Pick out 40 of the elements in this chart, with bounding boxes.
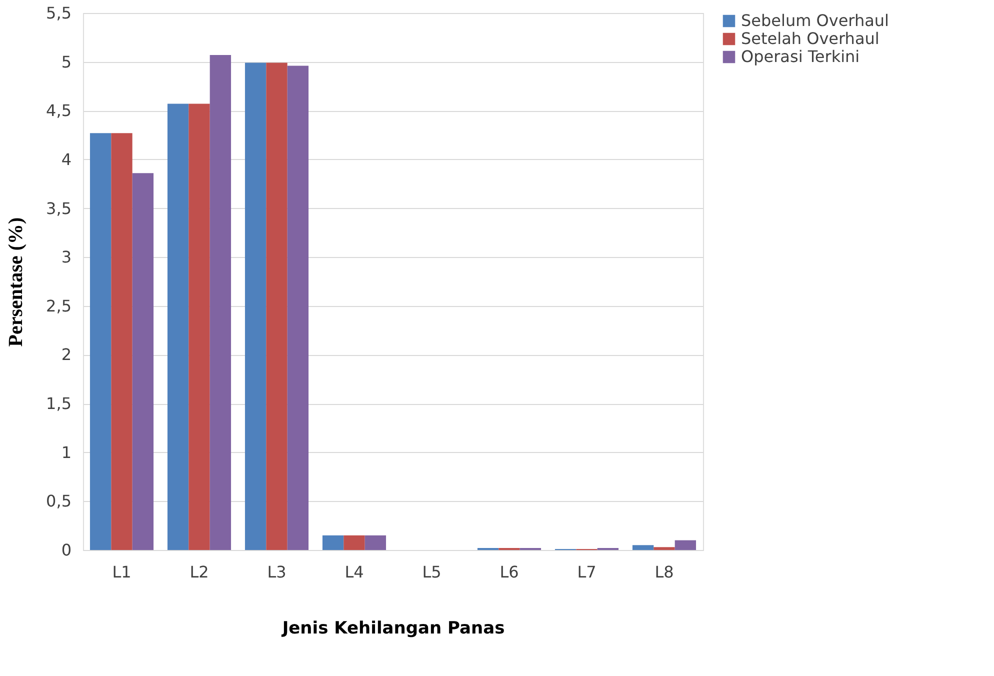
bar [244,62,266,550]
y-tick-label: 3 [61,248,72,267]
y-tick-label: 2,5 [46,296,72,316]
x-tick-label: L6 [500,562,519,582]
x-tick-label: L4 [344,562,364,582]
bar [364,535,386,550]
y-tick-label: 1,5 [46,394,72,414]
y-tick-label: 0 [61,540,72,560]
legend-label: Setelah Overhaul [741,29,880,48]
bar [654,547,675,550]
x-axis-title: Jenis Kehilangan Panas [281,618,505,638]
legend-label: Sebelum Overhaul [741,11,889,30]
bar [167,104,189,550]
bar [132,173,154,550]
x-tick-label: L5 [422,562,442,582]
y-tick-label: 5,5 [46,4,72,22]
bar [344,535,365,550]
y-tick-label: 4 [61,150,72,169]
bar [322,535,344,550]
y-tick-label: 0,5 [46,492,72,511]
x-tick-label: L3 [267,562,286,582]
y-tick-label: 2 [61,345,72,364]
y-tick-label: 5 [61,52,72,72]
y-tick-label: 1 [61,442,72,462]
bar [674,540,696,550]
bar [111,133,132,550]
y-tick-label: 3,5 [46,198,72,218]
bar [188,104,210,550]
y-tick-label: 4,5 [46,101,72,120]
bar [266,62,288,550]
x-tick-label: L8 [654,562,674,582]
x-tick-label: L1 [112,562,132,582]
x-tick-label: L7 [577,562,596,582]
x-tick-label: L2 [190,562,209,582]
bar [287,66,309,550]
bar [210,54,232,550]
legend-label: Operasi Terkini [741,47,860,66]
bar [632,545,654,550]
bar [90,133,112,550]
y-axis-title: Persentase (%) [5,217,28,347]
